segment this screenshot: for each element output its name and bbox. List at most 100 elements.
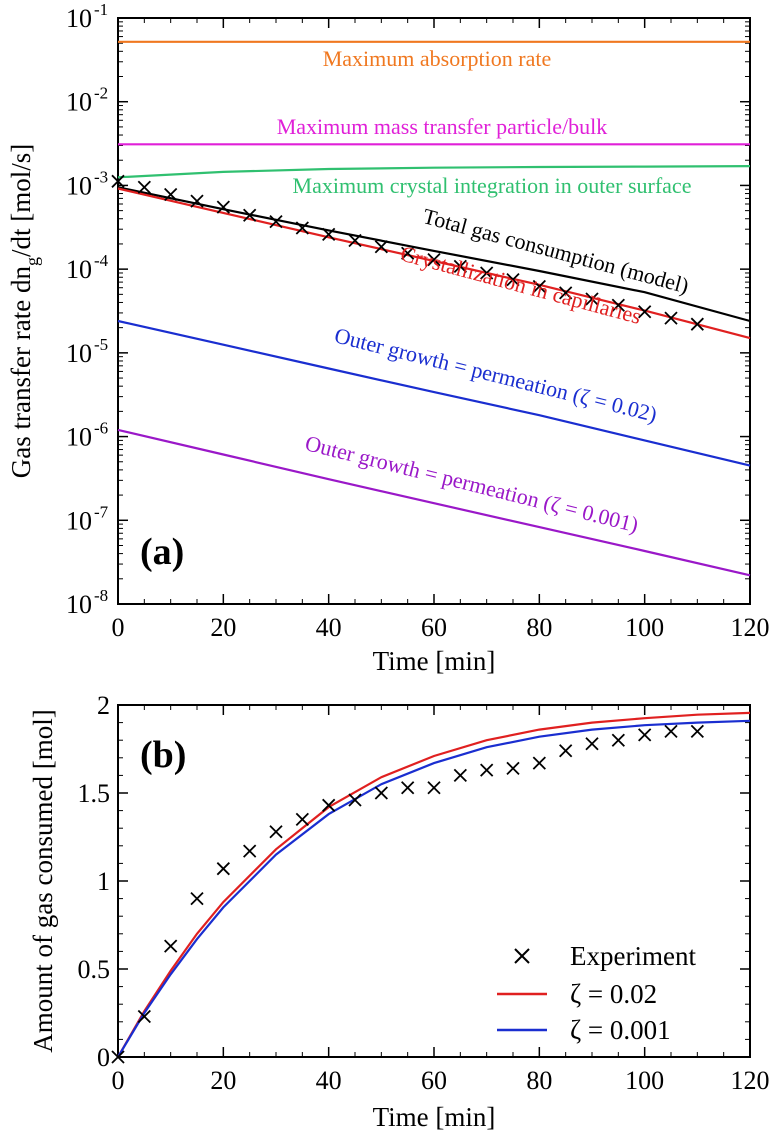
panel-b-experiment-point bbox=[374, 786, 388, 800]
panel-b-label: (b) bbox=[140, 734, 186, 776]
panel-a-experiment-point bbox=[348, 233, 362, 248]
panel-b-experiment-point bbox=[690, 724, 704, 739]
panel-a-experiment-point bbox=[611, 298, 625, 312]
panel-a-experiment-markers bbox=[111, 174, 704, 331]
panel-a-x-tick-label: 120 bbox=[731, 613, 770, 642]
panel-b-experiment-point bbox=[559, 744, 573, 758]
panel-b-experiment-point bbox=[137, 1009, 151, 1024]
legend-experiment-label: Experiment bbox=[570, 941, 696, 971]
panel-a-experiment-point bbox=[374, 240, 388, 254]
label-max-crystal-integration: Maximum crystal integration in outer sur… bbox=[293, 173, 692, 198]
panel-b-x-tick-label: 0 bbox=[112, 1066, 125, 1095]
panel-a-y-tick-exponent: -3 bbox=[94, 167, 108, 186]
panel-a-y-tick-exponent: -1 bbox=[94, 0, 108, 19]
panel-b-x-tick-label: 120 bbox=[731, 1066, 770, 1095]
panel-b-experiment-point bbox=[243, 844, 257, 858]
panel-a-y-axis-title-sub: g bbox=[22, 257, 42, 266]
panel-a-experiment-point bbox=[480, 266, 494, 280]
panel-a-x-tick-label: 80 bbox=[526, 613, 552, 642]
panel-b-series-line-0 bbox=[117, 711, 751, 1058]
panel-b-chart: 0 20 40 60 80 100 120 0 0.5 1 1.5 2 (b) Experiment … bbox=[28, 691, 770, 1132]
panel-b-experiment-point bbox=[506, 761, 520, 775]
panel-a-y-tick-label: 10 bbox=[66, 590, 92, 619]
label-outer-growth-002: Outer growth = permeation (ζ = 0.02) bbox=[332, 323, 660, 427]
panel-b-y-tick-label: 0.5 bbox=[78, 955, 111, 984]
panel-a-x-axis-title: Time [min] bbox=[373, 646, 496, 676]
panel-a-experiment-point bbox=[690, 317, 704, 331]
panel-a-y-axis-title-tail: /dt [mol/s] bbox=[6, 144, 36, 257]
panel-a-y-tick-label: 10 bbox=[66, 171, 92, 200]
panel-a-x-tick-label: 40 bbox=[316, 613, 342, 642]
panel-a-y-tick-label: 10 bbox=[66, 339, 92, 368]
panel-a-experiment-point bbox=[401, 246, 415, 260]
legend-zeta-0001-label: ζ = 0.001 bbox=[570, 1015, 671, 1045]
panel-a-y-tick-exponent: -6 bbox=[94, 419, 108, 438]
panel-b-experiment-point bbox=[453, 768, 467, 783]
panel-a-series-line-5 bbox=[117, 319, 751, 467]
panel-a-series-line-6 bbox=[117, 428, 751, 577]
panel-a-y-tick-label: 10 bbox=[66, 506, 92, 535]
panel-a-experiment-point bbox=[638, 305, 652, 319]
panel-a-label: (a) bbox=[140, 531, 184, 573]
panel-a-y-tick-label: 10 bbox=[66, 423, 92, 452]
panel-a-experiment-point bbox=[559, 286, 573, 300]
panel-a-y-axis-title: Gas transfer rate dng/dt [mol/s] bbox=[6, 144, 42, 478]
panel-b-legend: Experiment ζ = 0.02 ζ = 0.001 bbox=[497, 941, 696, 1045]
panel-a-y-tick-label: 10 bbox=[66, 88, 92, 117]
panel-b-y-tick-label: 1 bbox=[97, 867, 110, 896]
panel-b-experiment-point bbox=[190, 891, 204, 906]
panel-a-experiment-point bbox=[664, 311, 678, 325]
panel-b-experiment-point bbox=[585, 737, 599, 751]
panel-a-y-tick-exponent: -5 bbox=[94, 335, 108, 354]
panel-a-x-tick-label: 0 bbox=[112, 613, 125, 642]
panel-a-experiment-point bbox=[164, 187, 178, 202]
panel-b-experiment-point bbox=[348, 793, 362, 807]
label-max-mass-transfer: Maximum mass transfer particle/bulk bbox=[277, 114, 608, 139]
panel-a-experiment-point bbox=[322, 227, 336, 242]
panel-b-x-tick-label: 40 bbox=[316, 1066, 342, 1095]
panel-b-experiment-markers bbox=[111, 724, 704, 1064]
panel-b-x-tick-label: 80 bbox=[526, 1066, 552, 1095]
panel-b-x-tick-label: 20 bbox=[210, 1066, 236, 1095]
panel-a-x-tick-label: 20 bbox=[210, 613, 236, 642]
panel-b-experiment-point bbox=[322, 798, 336, 812]
panel-b-experiment-point bbox=[480, 763, 494, 777]
legend-experiment-marker bbox=[514, 948, 530, 964]
panel-a-plot-frame bbox=[117, 17, 751, 605]
panel-b-experiment-point bbox=[664, 724, 678, 739]
panel-a-experiment-point bbox=[190, 194, 204, 208]
panel-a-curve-labels: Maximum absorption rate Maximum mass tra… bbox=[277, 46, 692, 537]
panel-a-experiment-point bbox=[585, 292, 599, 306]
panel-a-experiment-point bbox=[427, 252, 441, 267]
panel-b-y-tick-label: 0 bbox=[97, 1043, 110, 1072]
panel-b-x-tick-label: 100 bbox=[625, 1066, 664, 1095]
panel-a-y-tick-label: 10 bbox=[66, 255, 92, 284]
panel-b-experiment-point bbox=[111, 1050, 125, 1064]
panel-a-y-tick-exponent: -7 bbox=[94, 502, 109, 521]
panel-b-y-axis-title: Amount of gas consumed [mol] bbox=[28, 709, 58, 1052]
panel-b-series-line-1 bbox=[117, 719, 751, 1058]
legend-zeta-002-label: ζ = 0.02 bbox=[570, 979, 657, 1009]
panel-b-experiment-point bbox=[295, 812, 309, 827]
panel-a-experiment-point bbox=[295, 221, 309, 235]
panel-a-y-tick-exponent: -4 bbox=[94, 251, 109, 270]
panel-b-x-tick-label: 60 bbox=[421, 1066, 447, 1095]
panel-a-y-tick-exponent: -2 bbox=[94, 84, 108, 103]
panel-b-series bbox=[117, 711, 751, 1058]
panel-b-experiment-point bbox=[532, 756, 546, 770]
panel-b-experiment-point bbox=[269, 825, 283, 839]
panel-b-experiment-point bbox=[164, 939, 178, 953]
panel-b-experiment-point bbox=[216, 862, 230, 876]
panel-a-experiment-point bbox=[453, 259, 467, 273]
panel-b-experiment-point bbox=[427, 781, 441, 795]
panel-a-experiment-point bbox=[269, 214, 283, 229]
panel-b-experiment-point bbox=[638, 728, 652, 742]
panel-a-x-tick-label: 60 bbox=[421, 613, 447, 642]
panel-a-experiment-point bbox=[243, 208, 257, 222]
panel-b-y-tick-label: 1.5 bbox=[78, 779, 111, 808]
panel-b-experiment-point bbox=[401, 781, 415, 795]
panel-a-experiment-point bbox=[111, 174, 125, 188]
